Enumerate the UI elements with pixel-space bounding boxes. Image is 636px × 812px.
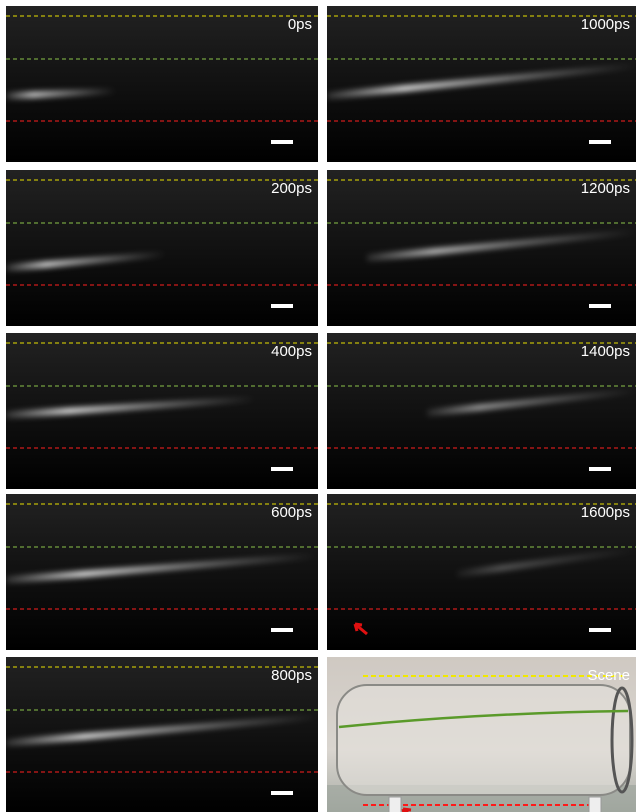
scale-bar bbox=[589, 467, 611, 471]
time-label: 400ps bbox=[271, 343, 312, 360]
support-left bbox=[389, 797, 401, 812]
panel: 400ps bbox=[6, 333, 318, 489]
figure: 0ps 200ps 400ps 600ps 800ps 1000ps 1200ps 1400p… bbox=[0, 0, 636, 812]
time-label: 1600ps bbox=[581, 504, 630, 521]
time-label: 1000ps bbox=[581, 16, 630, 33]
scale-bar bbox=[589, 304, 611, 308]
scale-bar bbox=[271, 467, 293, 471]
scale-bar bbox=[271, 791, 293, 795]
panel: 1200ps bbox=[327, 170, 636, 326]
time-label: Scene bbox=[587, 667, 630, 684]
panel: 0ps bbox=[6, 6, 318, 162]
panel: 200ps bbox=[6, 170, 318, 326]
scale-bar bbox=[589, 140, 611, 144]
time-label: 800ps bbox=[271, 667, 312, 684]
scale-bar bbox=[271, 628, 293, 632]
glass-tube bbox=[337, 685, 630, 795]
time-label: 200ps bbox=[271, 180, 312, 197]
panel-background bbox=[6, 6, 318, 162]
time-label: 600ps bbox=[271, 504, 312, 521]
time-label: 0ps bbox=[288, 16, 312, 33]
panel: 1600ps bbox=[327, 494, 636, 650]
panel: Scene bbox=[327, 657, 636, 812]
time-label: 1200ps bbox=[581, 180, 630, 197]
time-label: 1400ps bbox=[581, 343, 630, 360]
panel: 1400ps bbox=[327, 333, 636, 489]
scale-bar bbox=[589, 628, 611, 632]
scale-bar bbox=[271, 140, 293, 144]
panel: 1000ps bbox=[327, 6, 636, 162]
panel: 600ps bbox=[6, 494, 318, 650]
scale-bar bbox=[271, 304, 293, 308]
support-right bbox=[589, 797, 601, 812]
panel: 800ps bbox=[6, 657, 318, 812]
